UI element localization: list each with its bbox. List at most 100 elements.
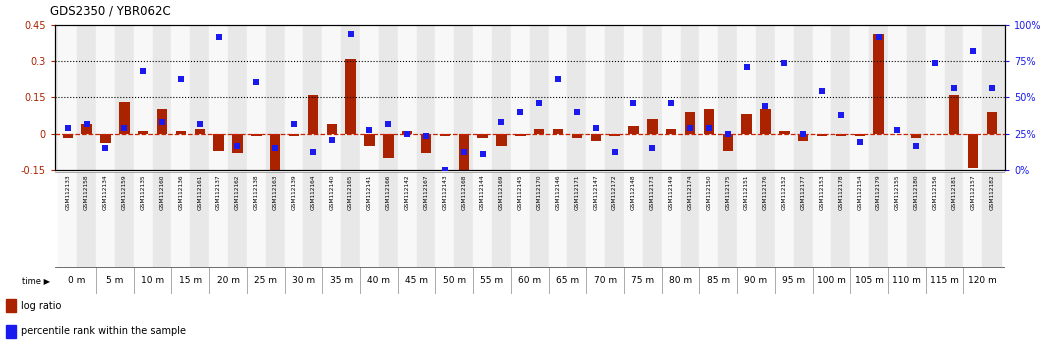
Text: 90 m: 90 m [745, 276, 768, 285]
Point [380, 121, 397, 127]
Bar [982, 25, 1001, 170]
Point [60, 125, 77, 130]
Point [493, 119, 510, 124]
Text: GSM112159: GSM112159 [122, 175, 127, 210]
Bar [742, 114, 752, 133]
Bar [855, 133, 865, 136]
Bar [685, 112, 695, 133]
Bar [59, 25, 78, 170]
Bar [402, 131, 412, 133]
Text: GSM112162: GSM112162 [235, 175, 240, 210]
Point [833, 113, 850, 118]
Text: GSM112138: GSM112138 [254, 175, 259, 210]
Bar [228, 25, 247, 170]
Bar [851, 172, 870, 267]
Bar [265, 172, 284, 267]
Bar [681, 172, 700, 267]
Text: GSM112151: GSM112151 [744, 175, 749, 210]
Point [926, 61, 943, 66]
Point [191, 121, 208, 127]
Text: GSM112156: GSM112156 [933, 175, 938, 210]
Point [757, 103, 774, 109]
Point [210, 34, 227, 40]
Bar [379, 172, 398, 267]
Text: GSM112163: GSM112163 [273, 175, 278, 210]
Bar [284, 172, 303, 267]
Bar [530, 25, 549, 170]
Bar [870, 172, 889, 267]
Bar [152, 172, 171, 267]
Text: GSM112181: GSM112181 [951, 175, 957, 210]
Bar [247, 172, 265, 267]
Text: time ▶: time ▶ [22, 276, 50, 285]
Bar [681, 25, 700, 170]
Text: GSM112178: GSM112178 [838, 175, 843, 210]
Text: 65 m: 65 m [556, 276, 579, 285]
Bar [794, 25, 813, 170]
Bar [360, 25, 379, 170]
Bar [78, 172, 97, 267]
Bar [232, 133, 242, 153]
Bar [549, 25, 568, 170]
Bar [6, 325, 16, 338]
Text: GSM112152: GSM112152 [782, 175, 787, 210]
Point [852, 139, 869, 145]
Bar [435, 172, 454, 267]
Text: GSM112169: GSM112169 [499, 175, 504, 210]
Bar [454, 172, 473, 267]
Bar [700, 172, 719, 267]
Bar [907, 172, 926, 267]
Bar [756, 25, 775, 170]
Bar [836, 133, 847, 136]
Point [304, 149, 321, 155]
Text: GSM112161: GSM112161 [197, 175, 202, 210]
Point [531, 101, 548, 106]
Bar [190, 25, 209, 170]
Bar [209, 25, 228, 170]
Bar [228, 172, 247, 267]
Text: GSM112166: GSM112166 [386, 175, 391, 210]
Bar [737, 25, 756, 170]
Bar [115, 172, 134, 267]
Bar [416, 25, 435, 170]
Point [342, 32, 359, 37]
Bar [416, 172, 435, 267]
Bar [171, 25, 190, 170]
Bar [662, 172, 681, 267]
Point [323, 137, 340, 143]
Bar [605, 25, 624, 170]
Text: 70 m: 70 m [594, 276, 617, 285]
Point [738, 64, 755, 70]
Point [79, 121, 95, 127]
Text: GSM112135: GSM112135 [141, 175, 146, 210]
Bar [82, 124, 92, 133]
Bar [832, 25, 851, 170]
Bar [794, 172, 813, 267]
Bar [591, 133, 601, 141]
Text: GSM112177: GSM112177 [800, 175, 806, 210]
Point [701, 125, 718, 130]
Bar [379, 25, 398, 170]
Point [663, 101, 680, 106]
Text: 95 m: 95 m [783, 276, 806, 285]
Text: 100 m: 100 m [817, 276, 845, 285]
Text: GSM112146: GSM112146 [556, 175, 560, 210]
Bar [568, 172, 586, 267]
Point [285, 121, 302, 127]
Bar [341, 25, 360, 170]
Text: GSM112136: GSM112136 [178, 175, 184, 210]
Text: GSM112170: GSM112170 [537, 175, 541, 210]
Bar [326, 124, 337, 133]
Bar [360, 172, 379, 267]
Point [134, 68, 151, 74]
Bar [496, 133, 507, 146]
Text: GSM112140: GSM112140 [329, 175, 335, 210]
Bar [643, 25, 662, 170]
Text: GSM112137: GSM112137 [216, 175, 221, 210]
Text: GSM112154: GSM112154 [857, 175, 862, 210]
Point [229, 143, 245, 149]
Bar [700, 25, 719, 170]
Point [587, 125, 604, 130]
Bar [609, 133, 620, 136]
Point [436, 167, 453, 173]
